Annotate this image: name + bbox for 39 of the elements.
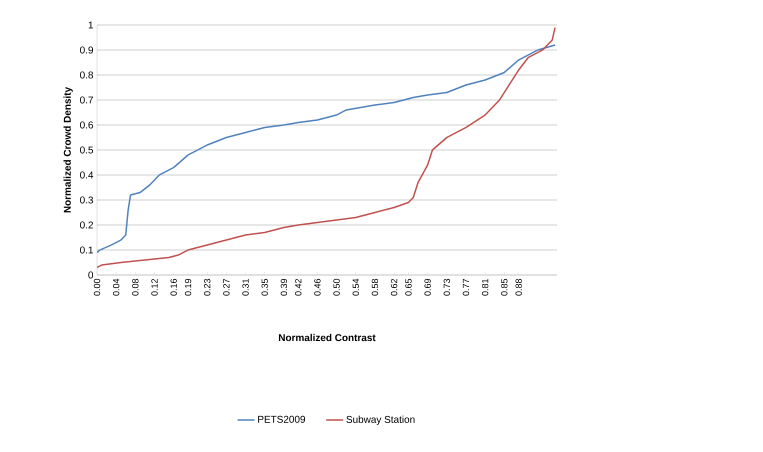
y-tick-label: 1	[88, 22, 93, 28]
x-tick-label: 0.31	[242, 278, 249, 296]
y-tick-label: 0	[88, 271, 94, 279]
y-tick-label: 0.7	[80, 96, 93, 104]
y-tick-label: 0.2	[80, 221, 93, 229]
x-tick-label: 0.54	[352, 278, 359, 296]
x-tick-label: 0.62	[390, 278, 398, 296]
x-tick-label: 0.73	[444, 278, 450, 296]
x-tick-label: 0.81	[482, 278, 488, 296]
x-tick-label: 0.27	[223, 278, 230, 296]
x-tick-label: 0.23	[204, 278, 210, 296]
x-tick-label: 0.35	[262, 278, 268, 296]
x-tick-label: 0.58	[372, 278, 378, 296]
x-tick-label: 0.39	[280, 278, 288, 296]
x-tick-label: 0.77	[462, 278, 470, 296]
x-axis-title: Normalized Contrast	[278, 334, 376, 342]
x-tick-label: 0.50	[333, 278, 340, 296]
x-tick-label: 0.12	[151, 278, 158, 296]
y-tick-label: 0.9	[80, 46, 94, 54]
x-tick-label: 0.42	[295, 278, 302, 296]
y-tick-label: 0.1	[80, 246, 93, 254]
x-tick-label: 0.69	[424, 278, 431, 296]
x-tick-label: 0.04	[112, 278, 120, 296]
x-tick-label: 0.16	[170, 278, 177, 296]
y-tick-label: 0.5	[80, 146, 94, 154]
y-tick-label: 0.3	[80, 196, 94, 204]
x-tick-label: 0.19	[184, 278, 192, 296]
y-axis-title: Normalized Crowd Density	[64, 86, 73, 212]
x-tick-label: 0.85	[501, 278, 508, 296]
x-tick-label: 0.00	[94, 278, 100, 296]
legend-label: Subway Station	[346, 416, 414, 425]
y-tick-label: 0.8	[80, 71, 94, 79]
x-tick-label: 0.08	[132, 278, 139, 296]
x-tick-label: 0.65	[405, 278, 412, 296]
x-tick-label: 0.46	[314, 278, 321, 296]
y-tick-label: 0.6	[80, 121, 94, 129]
legend-label: PETS2009	[258, 416, 306, 423]
x-tick-label: 0.88	[515, 278, 522, 296]
y-tick-label: 0.4	[80, 171, 94, 179]
